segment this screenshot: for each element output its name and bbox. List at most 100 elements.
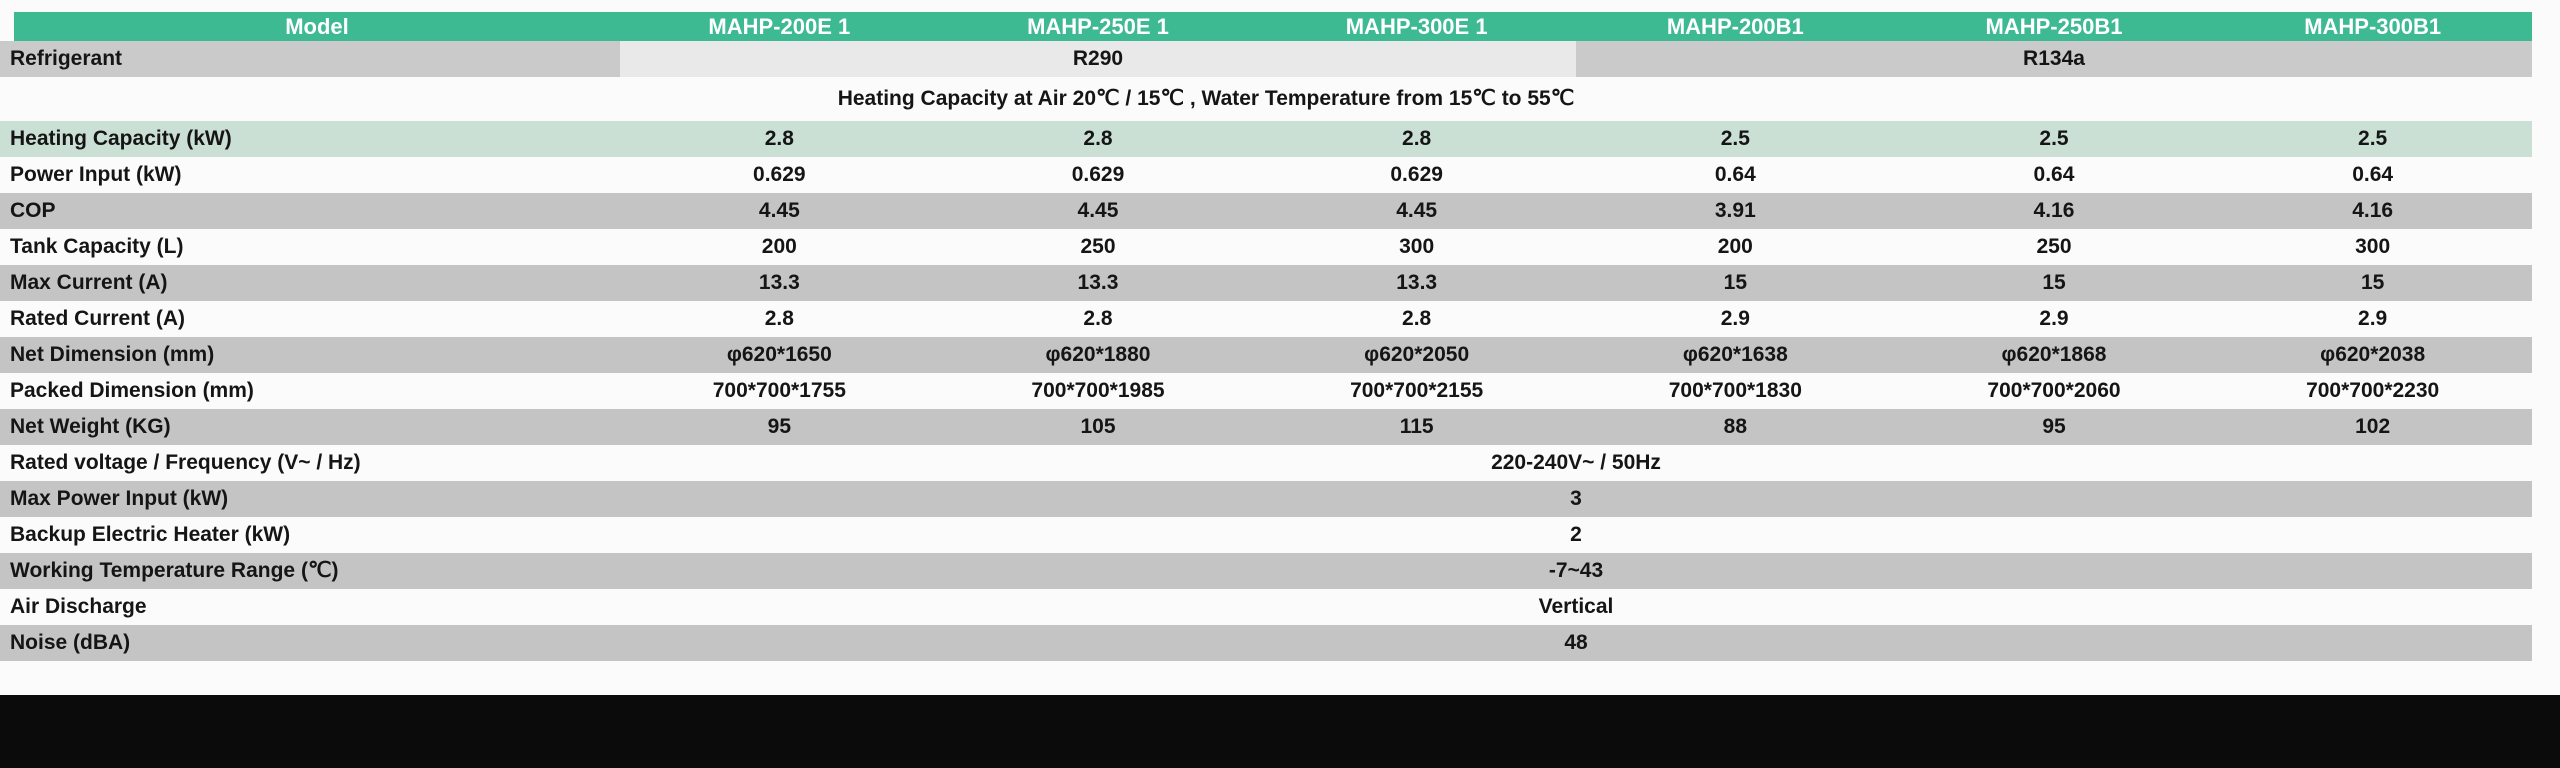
spec-cell: 4.45 [758, 199, 800, 222]
spec-cell: 2.9 [1720, 307, 1750, 330]
shared-row-air-discharge: Air Discharge Vertical [0, 589, 2532, 625]
spec-cell: 700*700*2060 [1987, 379, 2121, 402]
shared-row-noise: Noise (dBA) 48 [0, 625, 2532, 661]
spec-cell: 0.629 [1390, 163, 1443, 186]
spec-cell: 88 [1723, 415, 1747, 438]
spec-cell: φ620*1638 [1682, 343, 1788, 366]
spec-row-max-current: Max Current (A) 13.3 13.3 13.3 15 15 15 [0, 265, 2532, 301]
spec-row-net-weight: Net Weight (KG) 95 105 115 88 95 102 [0, 409, 2532, 445]
shared-row-rated-voltage: Rated voltage / Frequency (V~ / Hz) 220-… [0, 445, 2532, 481]
spec-cell: 700*700*1755 [712, 379, 846, 402]
spec-row-net-dimension: Net Dimension (mm) φ620*1650 φ620*1880 φ… [0, 337, 2532, 373]
spec-cell: 2.8 [1402, 307, 1432, 330]
spec-row-rated-current: Rated Current (A) 2.8 2.8 2.8 2.9 2.9 2.… [0, 301, 2532, 337]
spec-cell: 15 [2042, 271, 2066, 294]
spec-cell: 13.3 [1396, 271, 1438, 294]
spec-cell: 0.64 [2033, 163, 2075, 186]
spec-cell: 95 [2042, 415, 2066, 438]
spec-cell: 4.16 [2352, 199, 2394, 222]
spec-cell: 200 [1717, 235, 1753, 258]
spec-cell: 2.8 [1402, 127, 1432, 150]
row-label: Power Input (kW) [10, 163, 182, 186]
shared-row-working-temperature-range: Working Temperature Range (℃) -7~43 [0, 553, 2532, 589]
spec-cell: 95 [767, 415, 791, 438]
spec-cell: 300 [1399, 235, 1435, 258]
row-label: Tank Capacity (L) [10, 235, 184, 258]
spec-cell: φ620*1880 [1045, 343, 1151, 366]
model-column-header: MAHP-200E 1 [708, 14, 851, 39]
row-label: Packed Dimension (mm) [10, 379, 254, 402]
spec-cell: 15 [2360, 271, 2385, 294]
product-spec-table: Model MAHP-200E 1 MAHP-250E 1 MAHP-300E … [0, 12, 2532, 661]
spec-cell: 250 [1080, 235, 1116, 258]
test-condition-note: Heating Capacity at Air 20℃ / 15℃ , Wate… [0, 77, 2532, 121]
row-label: Rated Current (A) [10, 307, 186, 330]
refrigerant-value-e-models: R290 [620, 41, 1576, 77]
row-label: Backup Electric Heater (kW) [10, 523, 291, 546]
row-label: Max Current (A) [10, 271, 168, 294]
spec-cell: 700*700*1985 [1031, 379, 1165, 402]
row-label: Working Temperature Range (℃) [10, 559, 339, 582]
spec-row-tank-capacity: Tank Capacity (L) 200 250 300 200 250 30… [0, 229, 2532, 265]
model-header-label: Model [285, 14, 349, 39]
spec-cell: 13.3 [1077, 271, 1119, 294]
spec-cell: φ620*1868 [2001, 343, 2107, 366]
row-label: Net Weight (KG) [10, 415, 171, 438]
row-label: Heating Capacity (kW) [10, 127, 232, 150]
spec-cell: 700*700*2155 [1350, 379, 1484, 402]
spec-row-cop: COP 4.45 4.45 4.45 3.91 4.16 4.16 [0, 193, 2532, 229]
row-label: COP [10, 199, 56, 222]
model-column-header: MAHP-250B1 [1985, 14, 2123, 39]
model-column-header: MAHP-200B1 [1666, 14, 1804, 39]
spec-cell: 2.8 [764, 307, 794, 330]
refrigerant-row: Refrigerant R290 R134a [0, 41, 2532, 77]
model-column-header: MAHP-250E 1 [1027, 14, 1169, 39]
row-label: Max Power Input (kW) [10, 487, 229, 510]
shared-row-max-power-input: Max Power Input (kW) 3 [0, 481, 2532, 517]
shared-value: 3 [1570, 487, 1582, 510]
spec-row-power-input: Power Input (kW) 0.629 0.629 0.629 0.64 … [0, 157, 2532, 193]
spec-cell: 300 [2355, 235, 2391, 258]
spec-cell: 2.5 [2358, 127, 2388, 150]
spec-cell: 3.91 [1714, 199, 1756, 222]
spec-cell: 4.16 [2033, 199, 2075, 222]
shared-value: 48 [1564, 631, 1588, 654]
spec-row-packed-dimension: Packed Dimension (mm) 700*700*1755 700*7… [0, 373, 2532, 409]
spec-cell: φ620*2050 [1364, 343, 1470, 366]
row-label: Refrigerant [0, 41, 620, 77]
model-header-row: Model MAHP-200E 1 MAHP-250E 1 MAHP-300E … [14, 12, 2532, 41]
bottom-black-bar [0, 695, 2560, 768]
spec-cell: 4.45 [1077, 199, 1119, 222]
spec-cell: 102 [2355, 415, 2391, 438]
spec-cell: φ620*2038 [2320, 343, 2426, 366]
spec-row-heating-capacity: Heating Capacity (kW) 2.8 2.8 2.8 2.5 2.… [0, 121, 2532, 157]
spec-cell: 2.9 [2039, 307, 2069, 330]
spec-cell: 2.8 [1083, 127, 1113, 150]
row-label: Rated voltage / Frequency (V~ / Hz) [10, 451, 361, 474]
refrigerant-value-b-models: R134a [1576, 41, 2532, 77]
spec-cell: 2.5 [1720, 127, 1750, 150]
model-column-header: MAHP-300B1 [2304, 14, 2442, 39]
spec-cell: 0.64 [1714, 163, 1756, 186]
row-label: Net Dimension (mm) [10, 343, 215, 366]
spec-cell: 200 [761, 235, 797, 258]
shared-value: Vertical [1538, 595, 1614, 618]
spec-cell: 2.8 [1083, 307, 1113, 330]
spec-cell: 2.9 [2358, 307, 2388, 330]
spec-cell: 0.629 [753, 163, 806, 186]
spec-cell: 2.8 [764, 127, 794, 150]
spec-cell: 13.3 [758, 271, 800, 294]
spec-cell: 4.45 [1396, 199, 1438, 222]
spec-cell: 2.5 [2039, 127, 2069, 150]
spec-cell: 115 [1399, 415, 1434, 438]
shared-value: 2 [1570, 523, 1582, 546]
spec-cell: 700*700*2230 [2306, 379, 2440, 402]
model-column-header: MAHP-300E 1 [1345, 14, 1488, 39]
shared-value: 220-240V~ / 50Hz [1491, 451, 1661, 474]
spec-cell: φ620*1650 [726, 343, 832, 366]
spec-cell: 250 [2036, 235, 2072, 258]
row-label: Air Discharge [10, 595, 147, 618]
shared-row-backup-electric-heater: Backup Electric Heater (kW) 2 [0, 517, 2532, 553]
row-label: Noise (dBA) [10, 631, 131, 654]
spec-cell: 0.629 [1071, 163, 1125, 186]
